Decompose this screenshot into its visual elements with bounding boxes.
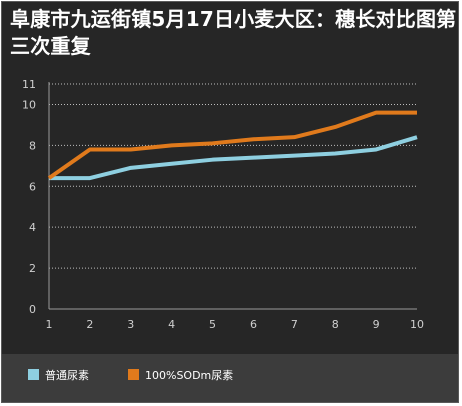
x-tick-labels: 1 2 3 4 5 6 7 8 9 10: [46, 318, 425, 331]
y-tick-label: 11: [22, 78, 36, 91]
x-tick-label: 6: [250, 318, 257, 331]
legend-item-series-1: 普通尿素: [28, 369, 89, 383]
x-tick-label: 7: [291, 318, 298, 331]
x-tick-label: 8: [332, 318, 339, 331]
y-tick-label: 10: [22, 98, 36, 111]
x-tick-label: 4: [168, 318, 175, 331]
legend-swatch-series-1: [28, 369, 39, 380]
x-tick-label: 5: [209, 318, 216, 331]
x-tick-label: 9: [373, 318, 380, 331]
y-tick-label: 8: [29, 139, 36, 152]
legend-label-series-1: 普通尿素: [45, 369, 89, 382]
x-tick-label: 1: [46, 318, 53, 331]
series-line-2: [47, 110, 417, 180]
x-tick-label: 3: [127, 318, 134, 331]
y-tick-labels: 0 2 4 6 8 10 11: [22, 78, 36, 316]
series-lines: [47, 110, 418, 181]
y-tick-label: 4: [29, 221, 36, 234]
legend-swatch-series-2: [128, 369, 139, 380]
series-line-1: [49, 135, 418, 181]
axes: [48, 82, 417, 310]
grid-lines: [49, 83, 417, 269]
x-tick-label: 10: [410, 318, 424, 331]
y-tick-label: 0: [29, 303, 36, 316]
chart-title: 阜康市九运街镇5月17日小麦大区：穗长对比图第三次重复: [10, 7, 457, 58]
x-tick-label: 2: [86, 318, 93, 331]
legend-label-series-2: 100%SODm尿素: [145, 369, 234, 382]
legend: 普通尿素 100%SODm尿素: [2, 354, 458, 402]
legend-item-series-2: 100%SODm尿素: [128, 369, 233, 383]
y-tick-label: 6: [29, 180, 36, 193]
y-tick-label: 2: [29, 262, 36, 275]
